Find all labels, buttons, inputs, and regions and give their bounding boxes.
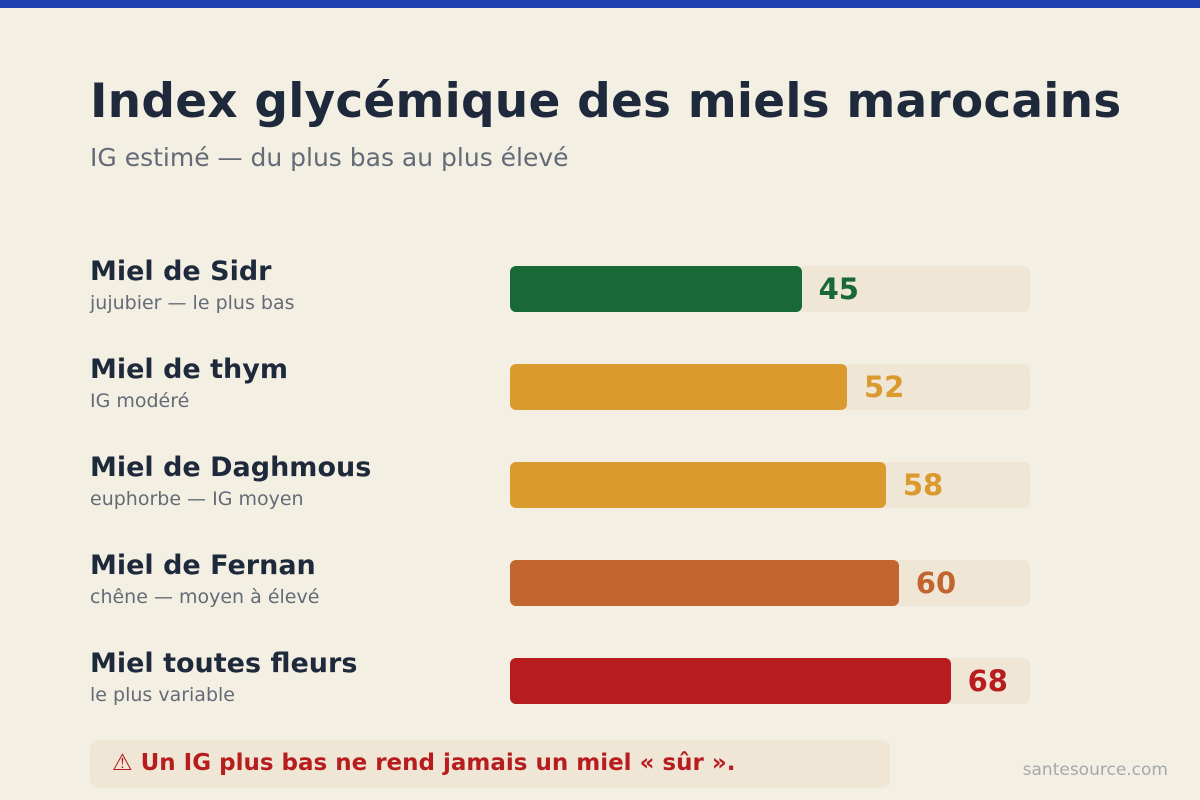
bar	[510, 658, 951, 704]
chart-title: Index glycémique des miels marocains	[90, 74, 1122, 129]
warning-text: ⚠ Un IG plus bas ne rend jamais un miel …	[112, 750, 736, 776]
category-note: IG modéré	[90, 390, 190, 412]
category-label: Miel de Fernan	[90, 550, 316, 581]
category-note: chêne — moyen à élevé	[90, 586, 320, 608]
warning-banner: ⚠ Un IG plus bas ne rend jamais un miel …	[90, 740, 890, 788]
value-label: 45	[818, 272, 859, 306]
bar-row: Miel de Fernan chêne — moyen à élevé 60	[0, 550, 1200, 640]
bar-track	[510, 658, 1030, 704]
chart-subtitle: IG estimé — du plus bas au plus élevé	[90, 143, 569, 172]
bar-track	[510, 364, 1030, 410]
bar-row: Miel toutes fleurs le plus variable 68	[0, 648, 1200, 738]
category-label: Miel de Daghmous	[90, 452, 372, 483]
bar	[510, 266, 802, 312]
top-accent-bar	[0, 0, 1200, 8]
bar-track	[510, 462, 1030, 508]
value-label: 52	[863, 370, 905, 404]
category-label: Miel de thym	[90, 354, 288, 385]
bar-track	[510, 560, 1030, 606]
category-note: le plus variable	[90, 684, 235, 706]
category-label: Miel de Sidr	[90, 256, 272, 287]
bar	[510, 462, 886, 508]
source-credit: santesource.com	[1022, 760, 1168, 780]
value-label: 58	[902, 468, 944, 502]
category-note: jujubier — le plus bas	[90, 292, 295, 314]
bar	[510, 560, 899, 606]
value-label: 68	[967, 664, 1008, 698]
bar-row: Miel de Sidr jujubier — le plus bas 45	[0, 256, 1200, 346]
value-label: 60	[915, 566, 957, 600]
category-note: euphorbe — IG moyen	[90, 488, 304, 510]
bar-row: Miel de Daghmous euphorbe — IG moyen 58	[0, 452, 1200, 542]
bar-row: Miel de thym IG modéré 52	[0, 354, 1200, 444]
category-label: Miel toutes fleurs	[90, 648, 358, 679]
bar-track	[510, 266, 1030, 312]
bar	[510, 364, 847, 410]
